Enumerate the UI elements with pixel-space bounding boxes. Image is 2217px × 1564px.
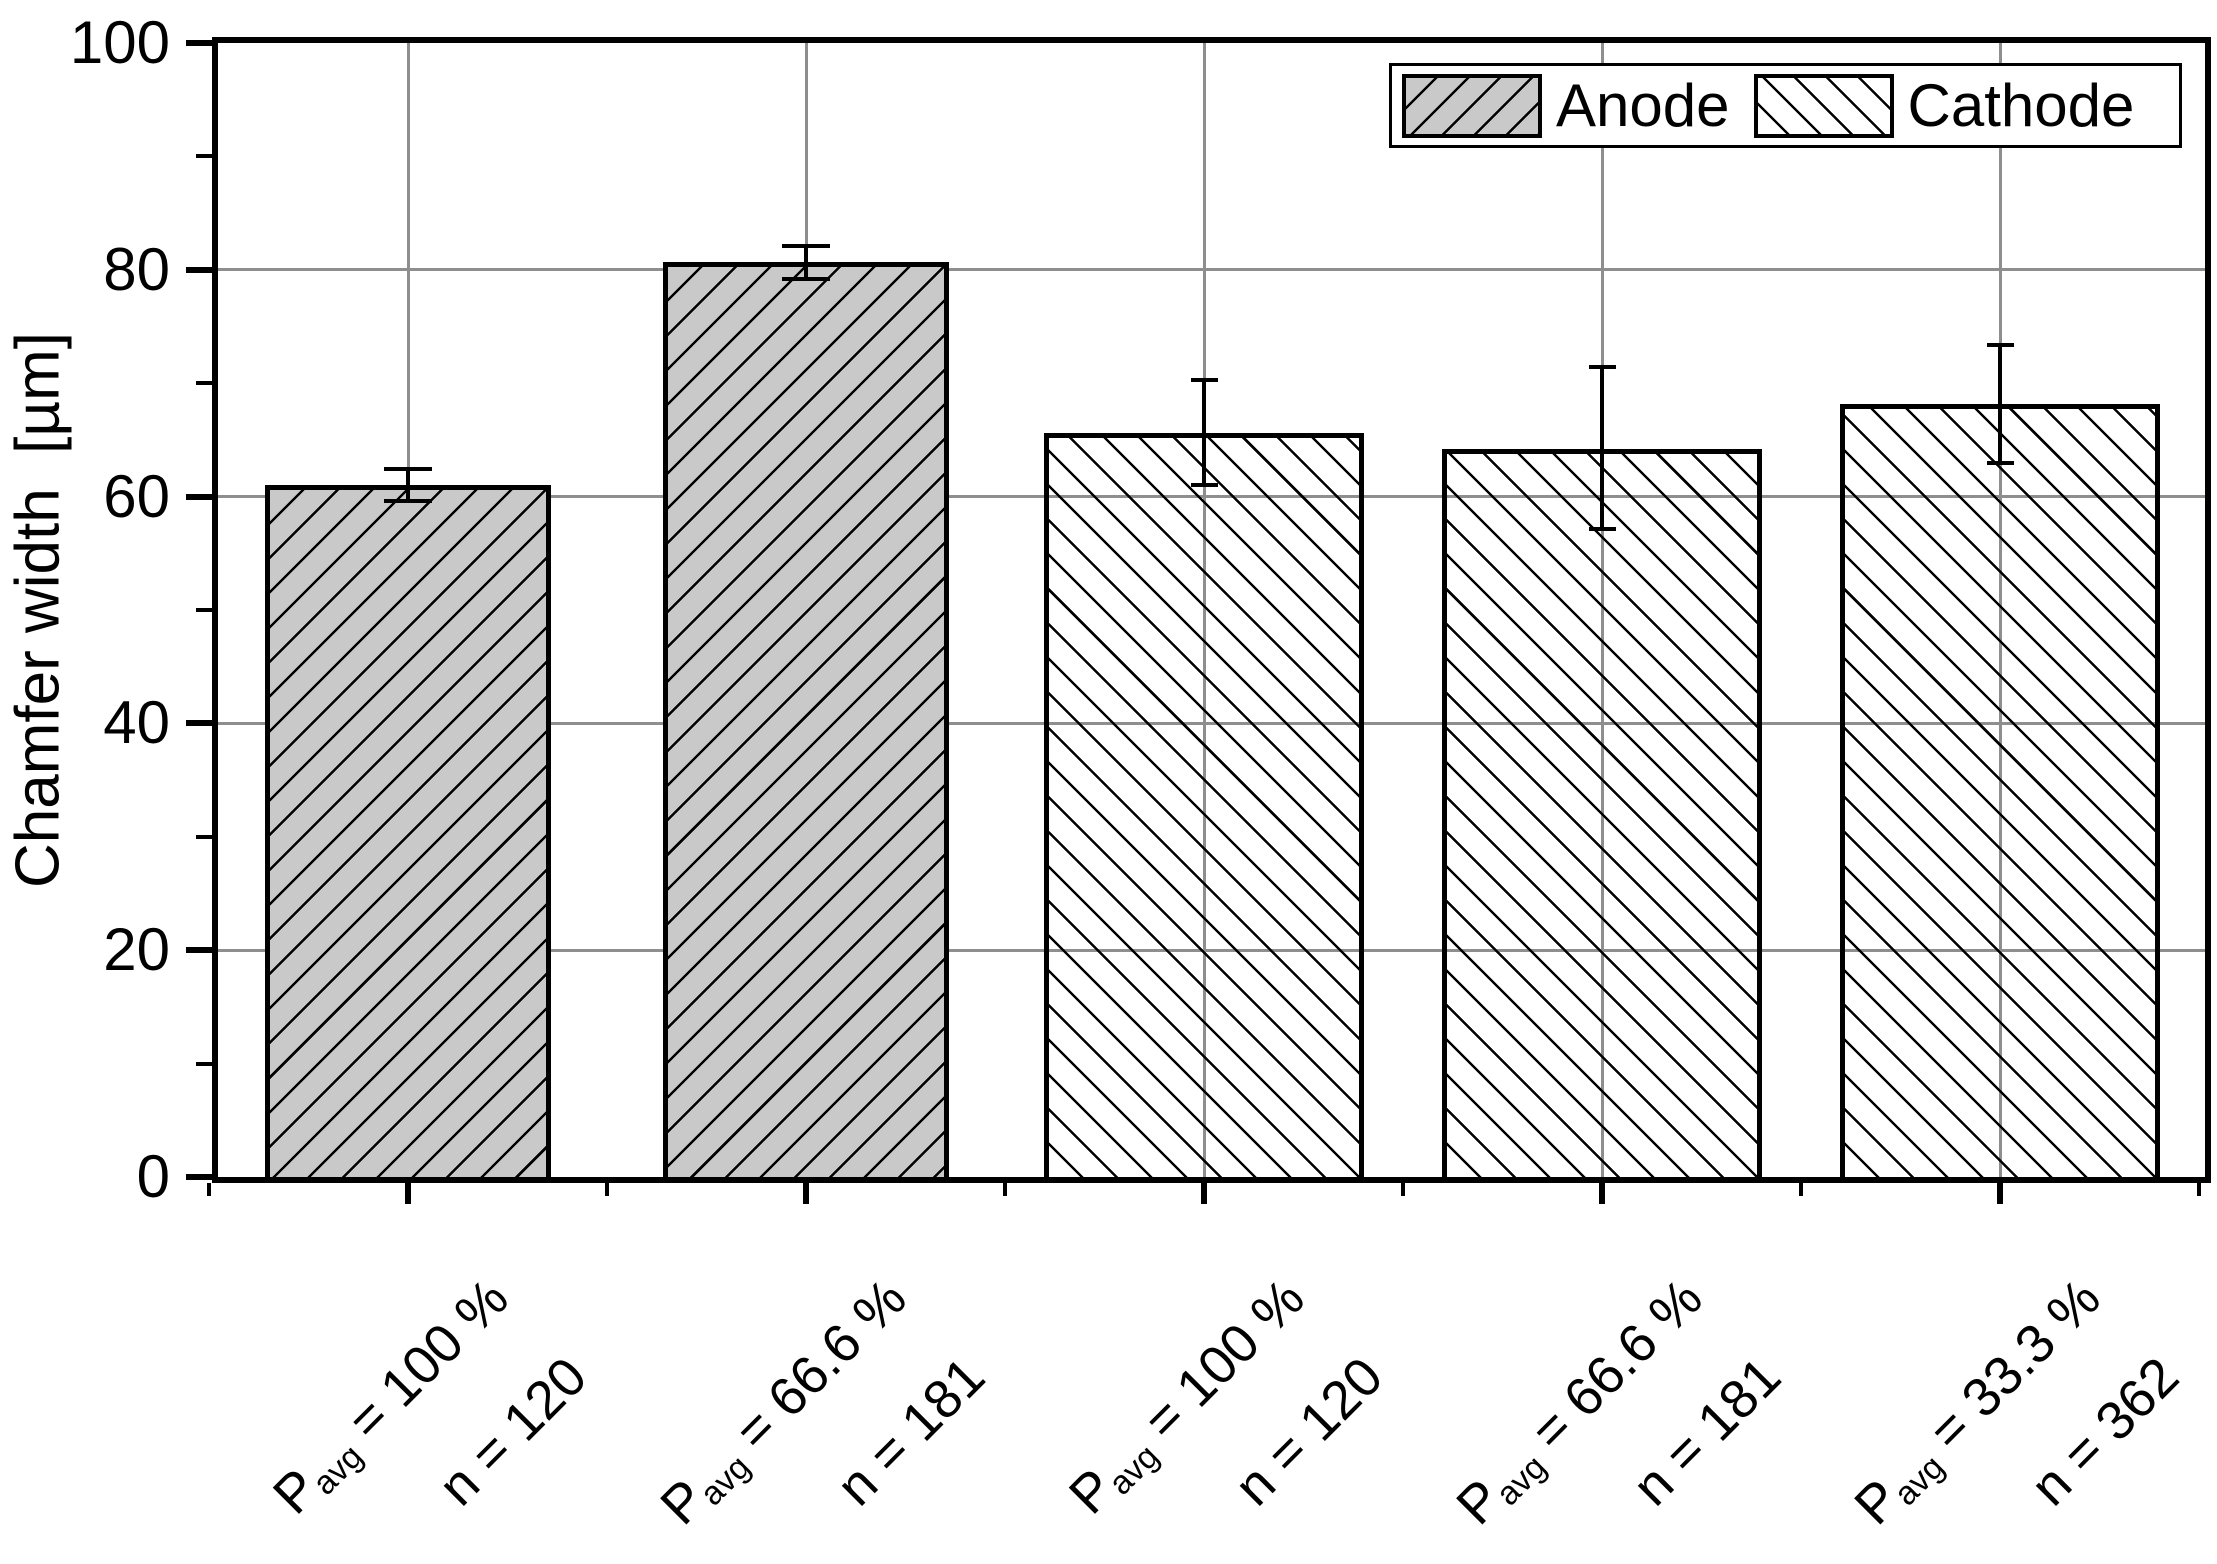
bar-anode-1 [265, 485, 551, 1177]
x-category-label: Pavg = 66.6 % n = 181 [1428, 1250, 1811, 1564]
x-major-tick [803, 1183, 809, 1204]
legend-swatch-anode [1402, 73, 1542, 138]
error-bar-cap-top [1986, 342, 2014, 347]
y-minor-tick [196, 154, 212, 159]
y-axis-title: Chamfer width [µm] [3, 332, 73, 888]
bar-cathode-4 [1442, 448, 1762, 1177]
legend-swatch-cathode [1753, 73, 1894, 138]
legend-label-cathode: Cathode [1907, 72, 2135, 139]
x-major-tick [1599, 1183, 1605, 1204]
error-bar-cap-bottom [1190, 483, 1218, 488]
error-bar-line [1202, 379, 1206, 486]
error-bar-line [1600, 367, 1604, 530]
x-category-label: Pavg = 33.3 % n = 362 [1826, 1250, 2209, 1564]
error-bar-cap-top [384, 467, 432, 472]
legend-entry-cathode: Cathode [1753, 71, 2159, 140]
plot-area [212, 37, 2211, 1183]
x-major-tick [1201, 1183, 1207, 1204]
x-major-tick [405, 1183, 411, 1204]
y-minor-tick [196, 834, 212, 839]
error-bar-cap-bottom [1986, 460, 2014, 465]
error-bar-cap-top [782, 243, 830, 248]
error-bar-line [406, 469, 410, 502]
y-major-tick [186, 266, 212, 273]
error-bar-cap-bottom [1588, 527, 1616, 532]
y-minor-tick [196, 608, 212, 612]
legend-label-anode: Anode [1556, 72, 1730, 139]
y-minor-tick [196, 1061, 212, 1066]
y-tick-label: 0 [136, 1143, 170, 1210]
y-major-tick [186, 493, 212, 500]
x-minor-tick [207, 1183, 211, 1196]
x-category-label: Pavg = 66.6 % n = 181 [632, 1250, 1015, 1564]
y-major-tick [186, 40, 212, 46]
x-major-tick [1997, 1183, 2003, 1204]
error-bar-cap-top [1190, 377, 1218, 382]
y-tick-label: 100 [69, 9, 170, 76]
bar-anode-2 [663, 261, 949, 1177]
y-tick-label: 40 [103, 689, 170, 757]
x-minor-tick [1401, 1183, 1405, 1196]
x-minor-tick [605, 1183, 609, 1196]
y-major-tick [186, 720, 212, 727]
h-gridline [218, 268, 2205, 272]
error-bar-cap-bottom [384, 499, 432, 504]
y-major-tick [186, 947, 212, 954]
y-major-tick [186, 1174, 212, 1180]
y-tick-label: 20 [103, 916, 170, 984]
x-minor-tick [2197, 1183, 2201, 1196]
error-bar-cap-top [1588, 365, 1616, 370]
legend: Anode Cathode [1389, 63, 2182, 148]
bar-cathode-5 [1840, 403, 2160, 1177]
bar-cathode-3 [1044, 433, 1364, 1177]
x-category-label: Pavg = 100 % n = 120 [245, 1250, 617, 1564]
legend-entry-anode: Anode [1402, 71, 1754, 140]
x-category-label: Pavg = 100 % n = 120 [1041, 1250, 1413, 1564]
error-bar-line [804, 245, 808, 279]
x-minor-tick [1799, 1183, 1803, 1196]
y-tick-label: 80 [103, 235, 170, 303]
x-minor-tick [1003, 1183, 1007, 1196]
error-bar-line [1998, 344, 2002, 463]
y-tick-label: 60 [103, 462, 170, 530]
error-bar-cap-bottom [782, 276, 830, 281]
y-minor-tick [196, 381, 212, 386]
